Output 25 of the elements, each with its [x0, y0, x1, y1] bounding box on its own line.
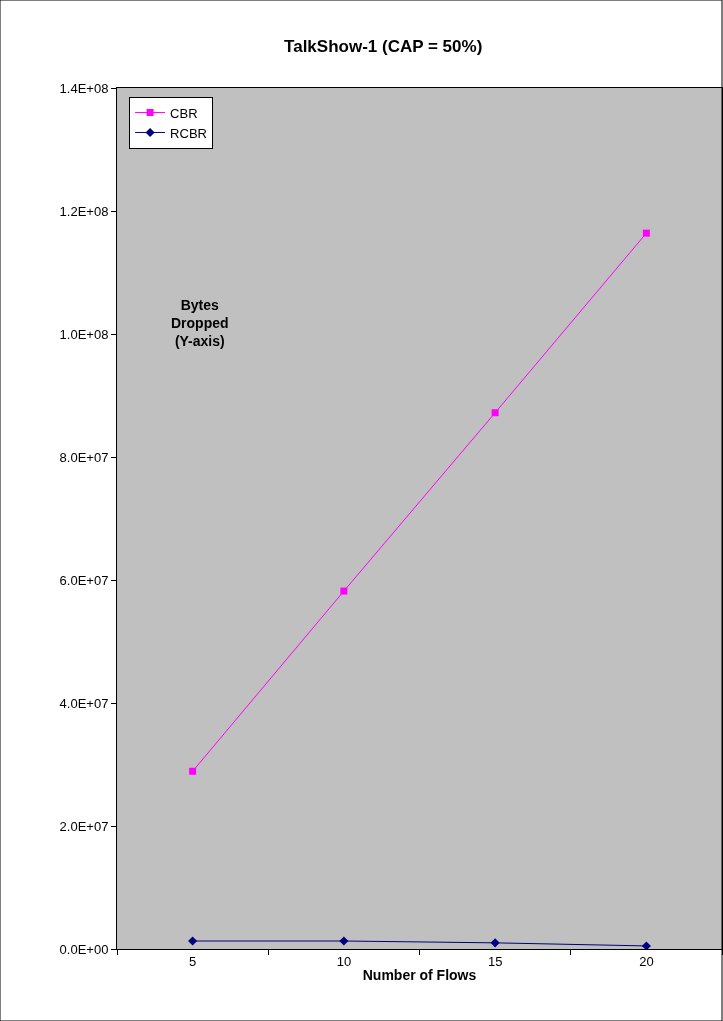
y-tick-label: 8.0E+07 — [59, 449, 109, 465]
legend-label: CBR — [170, 105, 198, 121]
point — [188, 936, 198, 946]
y-tick-label: 1.4E+08 — [59, 80, 109, 96]
y-tick-label: 0.0E+00 — [59, 941, 109, 957]
x-tick-label: 5 — [189, 953, 197, 969]
point — [339, 936, 349, 946]
legend-label: RCBR — [170, 125, 207, 141]
y-tick-label: 1.0E+08 — [59, 326, 109, 342]
y-tick-label: 1.2E+08 — [59, 203, 109, 219]
x-tick-label: 10 — [336, 953, 352, 969]
point — [490, 938, 500, 948]
x-axis-title: Number of Flows — [362, 966, 477, 983]
y-tick-label: 2.0E+07 — [59, 818, 109, 834]
chart-title: TalkShow-1 (CAP = 50%) — [284, 36, 483, 56]
x-tick-label: 20 — [639, 953, 654, 969]
point — [642, 229, 650, 237]
y-tick-label: 6.0E+07 — [59, 572, 109, 588]
point — [340, 587, 348, 595]
point — [641, 941, 651, 949]
point — [189, 767, 197, 775]
x-tick-label: 15 — [487, 953, 503, 969]
point — [491, 409, 499, 417]
annotation: Bytes Dropped (Y-axis) — [171, 297, 229, 350]
y-tick-label: 4.0E+07 — [59, 695, 109, 711]
